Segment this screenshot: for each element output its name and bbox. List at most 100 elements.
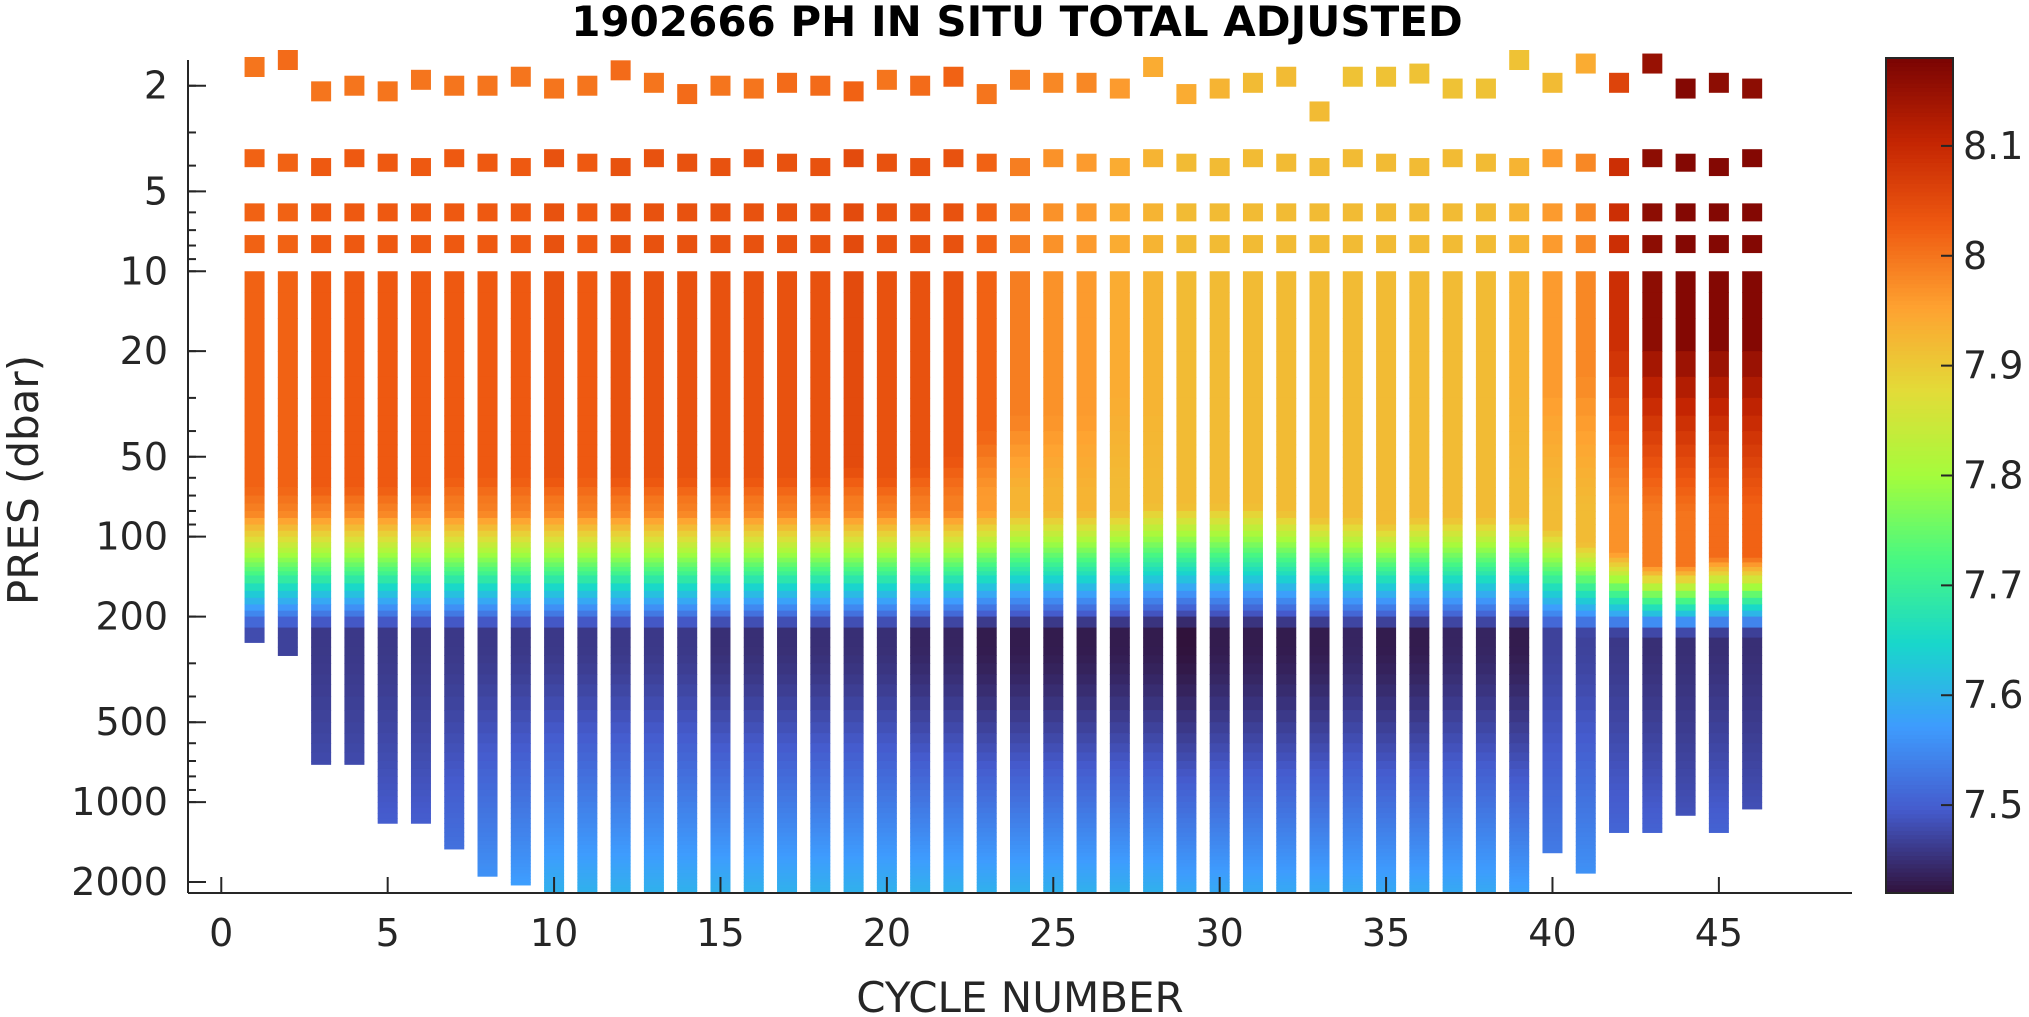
- profile-layer: [1309, 852, 1330, 857]
- surface-sample-42: [1609, 72, 1630, 93]
- profile-layer: [444, 376, 465, 399]
- profile-layer: [1376, 431, 1397, 446]
- profile-layer: [1675, 536, 1696, 543]
- profile-layer: [943, 873, 964, 877]
- profile-layer: [1342, 684, 1363, 698]
- profile-layer: [1509, 752, 1530, 762]
- profile-layer: [510, 832, 531, 838]
- colorbar-segment: [1886, 387, 1953, 393]
- profile-layer: [777, 844, 798, 850]
- profile-layer: [577, 637, 598, 648]
- profile-layer: [810, 884, 831, 889]
- profile-layer: [910, 863, 931, 868]
- profile-layer: [1642, 292, 1663, 319]
- profile-layer: [777, 866, 798, 871]
- profile-layer: [610, 710, 631, 723]
- profile-layer: [610, 807, 631, 814]
- profile-layer: [910, 271, 931, 293]
- profile-layer: [610, 571, 631, 577]
- profile-layer: [1409, 684, 1430, 698]
- profile-layer: [677, 552, 698, 559]
- profile-layer: [444, 477, 465, 488]
- profile-layer: [1242, 487, 1263, 497]
- profile-layer: [610, 610, 631, 618]
- profile-layer: [377, 562, 398, 568]
- profile-layer: [1475, 597, 1496, 606]
- profile-layer: [1542, 552, 1563, 559]
- sample-6dbar-19: [843, 203, 864, 222]
- profile-layer: [876, 663, 897, 675]
- profile-layer: [1109, 517, 1130, 526]
- profile-layer: [610, 696, 631, 711]
- profile-layer: [244, 495, 265, 505]
- profile-layer: [577, 597, 598, 606]
- profile-layer: [843, 856, 864, 861]
- profile-layer: [410, 557, 431, 564]
- y-tick-label: 200: [95, 595, 168, 639]
- sample-6dbar-6: [410, 203, 431, 222]
- profile-layer: [1376, 495, 1397, 505]
- profile-layer: [1675, 627, 1696, 639]
- sample-8dbar-8: [477, 235, 498, 254]
- profile-layer: [244, 571, 265, 577]
- profile-layer: [976, 796, 997, 803]
- profile-layer: [277, 616, 298, 629]
- profile-layer: [610, 415, 631, 432]
- profile-layer: [777, 789, 798, 797]
- profile-layer: [577, 542, 598, 549]
- profile-layer: [1176, 836, 1197, 842]
- profile-layer: [1475, 823, 1496, 829]
- colorbar-segment: [1886, 863, 1953, 869]
- profile-layer: [743, 351, 764, 378]
- profile-layer: [1010, 557, 1030, 564]
- profile-layer: [943, 696, 964, 711]
- sample-8dbar-11: [577, 235, 598, 254]
- profile-layer: [1309, 536, 1330, 543]
- profile-layer: [1276, 610, 1297, 618]
- profile-layer: [1675, 397, 1696, 417]
- profile-layer: [544, 610, 565, 618]
- profile-layer: [910, 802, 931, 809]
- profile-layer: [311, 571, 332, 577]
- profile-layer: [410, 271, 431, 293]
- profile-layer: [1176, 866, 1197, 871]
- profile-layer: [910, 530, 931, 538]
- profile-layer: [1475, 536, 1496, 543]
- profile-layer: [1342, 271, 1363, 293]
- profile-layer: [277, 646, 298, 656]
- profile-layer: [1442, 768, 1463, 777]
- profile-layer: [311, 637, 332, 648]
- colorbar-segment: [1886, 680, 1953, 685]
- sample-4dbar-9: [510, 158, 531, 177]
- profile-layer: [976, 397, 997, 417]
- colorbar-segment: [1886, 521, 1953, 527]
- profile-layer: [1109, 415, 1130, 432]
- profile-layer: [1509, 876, 1530, 880]
- sample-4dbar-37: [1442, 149, 1463, 168]
- profile-layer: [1475, 351, 1496, 378]
- colorbar-segment: [1886, 458, 1953, 464]
- profile-layer: [544, 530, 565, 538]
- profile-layer: [1309, 882, 1330, 886]
- profile-layer: [777, 840, 798, 846]
- profile-layer: [1708, 557, 1729, 564]
- profile-layer: [1143, 743, 1164, 754]
- profile-layer: [610, 890, 631, 894]
- colorbar-segment: [1886, 667, 1953, 673]
- profile-layer: [510, 696, 531, 711]
- profile-layer: [510, 552, 531, 559]
- profile-layer: [277, 431, 298, 446]
- profile-layer: [1542, 536, 1563, 543]
- profile-layer: [1409, 879, 1430, 883]
- profile-layer: [1575, 503, 1596, 512]
- profile-layer: [1076, 776, 1097, 784]
- profile-layer: [876, 542, 897, 549]
- profile-layer: [777, 271, 798, 293]
- x-axis: 0 5 10 15 20 25 30 35 40 45: [188, 877, 1852, 955]
- profile-layer: [1475, 863, 1496, 868]
- colorbar-segment: [1886, 838, 1953, 844]
- profile-layer: [477, 859, 498, 864]
- profile-layer: [743, 696, 764, 711]
- profile-layer: [1642, 562, 1663, 568]
- profile-layer: [1076, 530, 1097, 538]
